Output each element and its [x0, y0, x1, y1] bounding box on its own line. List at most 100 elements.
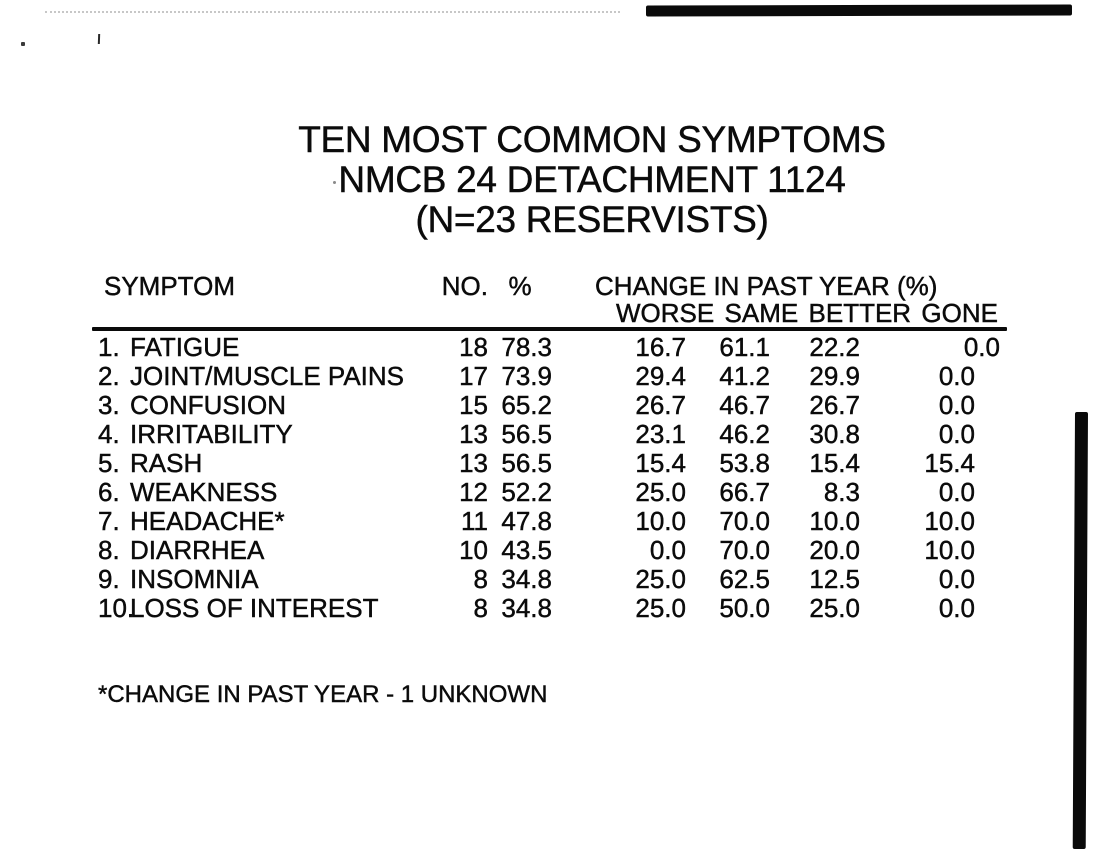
no-cell: 8	[473, 564, 488, 594]
rank-cell: 9.	[98, 564, 120, 594]
document-title: TEN MOST COMMON SYMPTOMS NMCB 24 DETACHM…	[92, 119, 1092, 240]
worse-cell: 25.0	[635, 593, 686, 623]
same-cell: 61.1	[719, 332, 770, 362]
title-line-3: (N=23 RESERVISTS)	[415, 199, 769, 240]
column-header-better: BETTER	[808, 298, 912, 328]
rank-cell: 10.	[98, 593, 135, 623]
same-cell: 62.5	[719, 564, 770, 594]
same-cell: 66.7	[719, 477, 770, 507]
worse-cell: 0.0	[649, 535, 687, 565]
worse-cell: 10.0	[635, 506, 686, 536]
scan-top-bar-artifact	[645, 4, 1073, 17]
symptom-cell: LOSS OF INTEREST	[130, 593, 379, 623]
column-header-same: SAME	[724, 298, 799, 328]
scan-speck-dot-artifact	[21, 42, 25, 46]
title-line-2: NMCB 24 DETACHMENT 1124	[338, 159, 846, 200]
worse-cell: 26.7	[635, 390, 686, 420]
no-cell: 13	[459, 448, 488, 478]
symptom-cell: IRRITABILITY	[130, 419, 293, 449]
rank-cell: 1.	[98, 332, 120, 362]
no-cell: 13	[459, 419, 488, 449]
table-subheader-row: WORSE SAME BETTER GONE	[616, 300, 998, 326]
symptom-cell: INSOMNIA	[130, 564, 259, 594]
table-body: 1. FATIGUE 18 78.3 16.7 61.1 22.2 0.0 2.…	[92, 332, 1001, 623]
column-header-symptom: SYMPTOM	[104, 271, 235, 301]
percent-cell: 56.5	[501, 419, 552, 449]
scan-speck-tick-artifact	[97, 33, 101, 45]
no-cell: 18	[459, 332, 488, 362]
better-cell: 10.0	[809, 506, 860, 536]
scan-right-bar-artifact	[1072, 412, 1088, 850]
better-cell: 29.9	[809, 361, 860, 391]
gone-cell: 0.0	[938, 593, 976, 623]
footnote: *CHANGE IN PAST YEAR - 1 UNKNOWN	[98, 681, 548, 708]
gone-cell: 0.0	[938, 390, 976, 420]
symptom-cell: CONFUSION	[130, 390, 286, 420]
better-cell: 30.8	[809, 419, 860, 449]
no-cell: 12	[459, 477, 488, 507]
column-header-no: NO.	[441, 271, 489, 301]
better-cell: 22.2	[809, 332, 860, 362]
percent-cell: 47.8	[501, 506, 552, 536]
no-cell: 10	[459, 535, 488, 565]
better-cell: 12.5	[809, 564, 860, 594]
worse-cell: 29.4	[635, 361, 686, 391]
scan-title-dot-artifact	[333, 181, 336, 184]
percent-cell: 56.5	[501, 448, 552, 478]
no-cell: 8	[473, 593, 488, 623]
gone-cell: 15.4	[924, 448, 975, 478]
same-cell: 70.0	[719, 535, 770, 565]
better-cell: 25.0	[809, 593, 860, 623]
gone-cell: 0.0	[938, 564, 976, 594]
worse-cell: 25.0	[635, 564, 686, 594]
scan-dotted-line-artifact	[45, 11, 620, 13]
gone-cell: 10.0	[924, 535, 975, 565]
column-header-gone: GONE	[921, 298, 998, 328]
worse-cell: 15.4	[635, 448, 686, 478]
same-cell: 70.0	[719, 506, 770, 536]
percent-cell: 34.8	[501, 564, 552, 594]
gone-cell: 0.0	[963, 332, 1001, 362]
symptom-cell: JOINT/MUSCLE PAINS	[130, 361, 405, 391]
title-line-1: TEN MOST COMMON SYMPTOMS	[298, 119, 886, 160]
same-cell: 46.2	[719, 419, 770, 449]
worse-cell: 16.7	[635, 332, 686, 362]
gone-cell: 10.0	[924, 506, 975, 536]
column-header-percent: %	[508, 271, 532, 301]
symptom-cell: WEAKNESS	[130, 477, 278, 507]
rank-cell: 2.	[98, 361, 120, 391]
no-cell: 15	[459, 390, 488, 420]
same-cell: 46.7	[719, 390, 770, 420]
symptom-cell: FATIGUE	[130, 332, 240, 362]
same-cell: 50.0	[719, 593, 770, 623]
no-cell: 11	[461, 506, 488, 536]
no-cell: 17	[459, 361, 488, 391]
better-cell: 8.3	[823, 477, 861, 507]
rank-cell: 6.	[98, 477, 120, 507]
percent-cell: 73.9	[501, 361, 552, 391]
better-cell: 15.4	[809, 448, 860, 478]
column-header-worse: WORSE	[616, 298, 715, 328]
percent-cell: 34.8	[501, 593, 552, 623]
worse-cell: 25.0	[635, 477, 686, 507]
rank-cell: 8.	[98, 535, 120, 565]
table-header-row: SYMPTOM NO. % CHANGE IN PAST YEAR (%)	[92, 272, 1000, 300]
same-cell: 53.8	[719, 448, 770, 478]
rank-cell: 5.	[98, 448, 120, 478]
rank-cell: 3.	[98, 390, 120, 420]
gone-cell: 0.0	[938, 419, 976, 449]
percent-cell: 65.2	[501, 390, 552, 420]
percent-cell: 43.5	[501, 535, 552, 565]
gone-cell: 0.0	[938, 361, 976, 391]
better-cell: 26.7	[809, 390, 860, 420]
symptom-cell: RASH	[130, 448, 203, 478]
percent-cell: 78.3	[501, 332, 552, 362]
worse-cell: 23.1	[635, 419, 686, 449]
percent-cell: 52.2	[501, 477, 552, 507]
column-header-change-group: CHANGE IN PAST YEAR (%)	[595, 271, 938, 301]
symptom-cell: HEADACHE*	[130, 506, 285, 536]
symptom-cell: DIARRHEA	[130, 535, 265, 565]
same-cell: 41.2	[719, 361, 770, 391]
rank-cell: 4.	[98, 419, 120, 449]
